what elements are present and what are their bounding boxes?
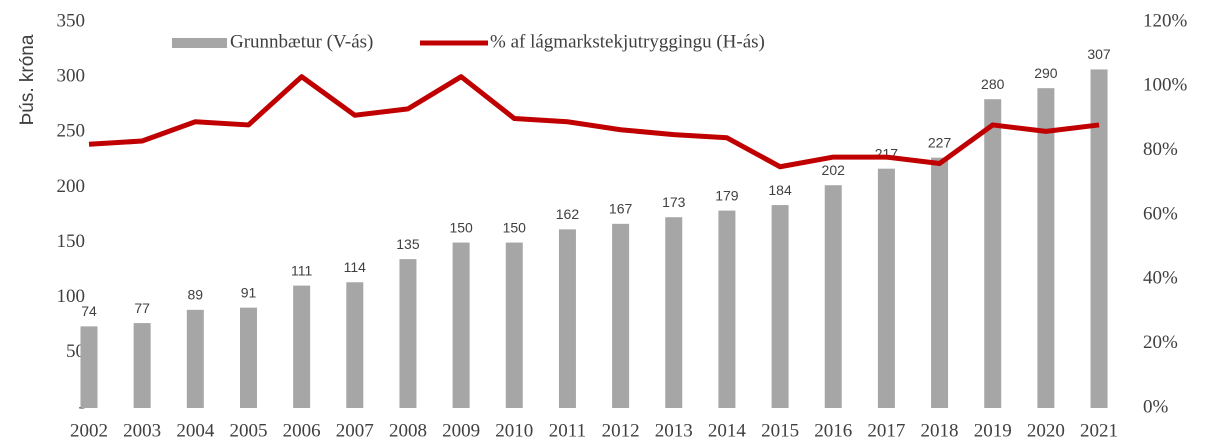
y-tick-label: 150: [57, 231, 86, 252]
bar: [931, 157, 949, 408]
data-label: 202: [822, 162, 846, 178]
y-tick-label: 100: [57, 286, 86, 307]
bar: [718, 210, 736, 408]
data-label: 280: [981, 76, 1005, 92]
bar: [133, 323, 151, 408]
y2-tick-label: 0%: [1143, 396, 1169, 417]
x-tick-label: 2014: [708, 420, 747, 441]
bar: [239, 307, 257, 408]
x-tick-label: 2007: [336, 420, 374, 441]
x-tick-label: 2019: [974, 420, 1012, 441]
bar: [1037, 88, 1055, 409]
data-label: 179: [715, 187, 739, 203]
y-tick-label: 300: [57, 66, 86, 87]
data-label: 77: [134, 300, 150, 316]
bar: [824, 185, 842, 408]
legend-swatch: [172, 38, 227, 48]
x-tick-label: 2008: [389, 420, 427, 441]
data-label: 150: [449, 219, 473, 235]
data-label: 290: [1034, 65, 1058, 81]
y-axis-label: Þús. króna: [17, 34, 38, 125]
bar: [665, 217, 683, 408]
line: [88, 74, 1100, 170]
y2-tick-label: 40%: [1143, 268, 1178, 289]
y-tick-label: 200: [57, 176, 86, 197]
bar: [293, 285, 311, 408]
y2-tick-label: 100%: [1143, 75, 1188, 96]
bar: [771, 205, 789, 408]
data-label: 91: [241, 284, 257, 300]
data-label: 111: [291, 262, 312, 278]
y2-tick-label: 120%: [1143, 10, 1188, 31]
bar: [346, 282, 364, 408]
x-tick-label: 2006: [283, 420, 321, 441]
x-tick-label: 2017: [867, 420, 905, 441]
bar: [80, 326, 98, 408]
data-label: 184: [768, 182, 792, 198]
data-label: 227: [928, 134, 952, 150]
y-tick-label: 350: [57, 10, 86, 31]
x-tick-label: 2011: [549, 420, 586, 441]
bar: [984, 99, 1002, 408]
data-label: 74: [81, 303, 97, 319]
bar: [612, 223, 630, 408]
bar: [1090, 69, 1108, 409]
data-label: 307: [1087, 46, 1111, 62]
legend-label: % af lágmarkstekjutryggingu (H-ás): [490, 31, 765, 52]
data-label: 135: [396, 236, 420, 252]
data-label: 162: [556, 206, 580, 222]
y-tick-label: 50: [66, 341, 85, 362]
x-tick-label: 2005: [229, 420, 267, 441]
data-label: 89: [188, 287, 204, 303]
x-tick-label: 2009: [442, 420, 480, 441]
x-tick-label: 2015: [761, 420, 799, 441]
x-tick-label: 2021: [1080, 420, 1118, 441]
x-tick-label: 2013: [655, 420, 693, 441]
data-label: 150: [503, 219, 527, 235]
x-tick-label: 2002: [70, 420, 108, 441]
x-tick-label: 2004: [176, 420, 215, 441]
x-tick-label: 2020: [1027, 420, 1065, 441]
data-label: 114: [344, 259, 367, 275]
x-tick-label: 2012: [602, 420, 640, 441]
y2-tick-label: 60%: [1143, 203, 1178, 224]
x-tick-label: 2010: [495, 420, 533, 441]
bar: [399, 259, 417, 408]
y2-tick-label: 80%: [1143, 139, 1178, 160]
y-tick-label: 250: [57, 121, 86, 142]
bar: [186, 309, 204, 408]
data-label: 173: [662, 194, 686, 210]
bar: [558, 229, 576, 408]
data-label: 167: [609, 201, 633, 217]
y2-tick-label: 20%: [1143, 332, 1178, 353]
bar: [452, 242, 470, 408]
x-tick-label: 2003: [123, 420, 161, 441]
x-tick-label: 2016: [814, 420, 852, 441]
x-tick-label: 2018: [921, 420, 959, 441]
bar: [505, 242, 523, 408]
bar: [877, 168, 895, 408]
legend-label: Grunnbætur (V-ás): [230, 31, 373, 52]
